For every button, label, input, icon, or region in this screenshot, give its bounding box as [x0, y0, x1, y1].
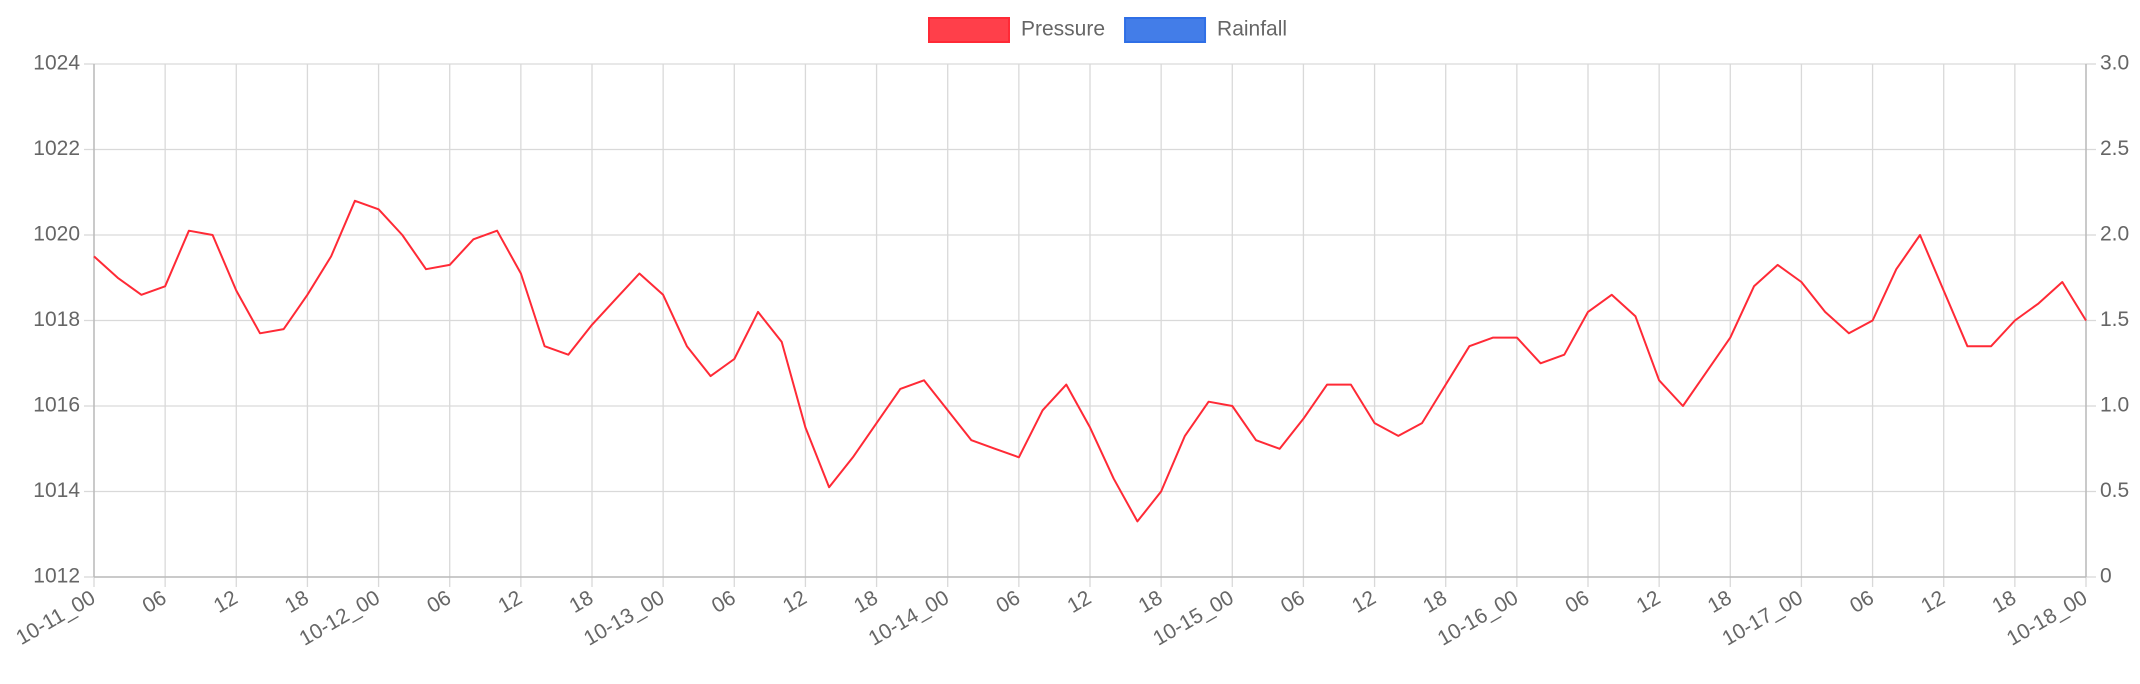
x-tick-label: 10-17_00: [1718, 586, 1806, 650]
x-tick-label: 18: [1988, 586, 2020, 618]
legend-label: Rainfall: [1217, 18, 1287, 41]
x-tick-label: 18: [566, 586, 598, 618]
y-tick-label: 1024: [33, 52, 80, 75]
x-tick-label: 06: [1277, 586, 1309, 618]
x-tick-label: 10-11_00: [12, 586, 99, 650]
x-tick-label: 12: [1633, 586, 1665, 618]
x-tick-label: 18: [1419, 586, 1451, 618]
x-tick-label: 12: [210, 586, 242, 618]
x-tick-label: 06: [992, 586, 1024, 618]
y-tick-label: 1012: [33, 565, 80, 588]
x-tick-label: 10-14_00: [865, 586, 953, 650]
x-tick-label: 06: [1562, 586, 1594, 618]
x-tick-label: 10-18_00: [2003, 586, 2091, 650]
x-tick-label: 06: [708, 586, 740, 618]
legend-item: Pressure: [928, 17, 1105, 43]
y2-tick-label: 2.5: [2100, 137, 2129, 160]
y-tick-label: 1018: [33, 308, 80, 331]
x-tick-label: 12: [1064, 586, 1096, 618]
y2-tick-label: 3.0: [2100, 52, 2129, 75]
y2-tick-label: 1.5: [2100, 308, 2129, 331]
x-tick-label: 06: [423, 586, 455, 618]
x-tick-label: 18: [850, 586, 882, 618]
y2-tick-label: 2.0: [2100, 223, 2129, 246]
x-tick-label: 10-12_00: [295, 586, 383, 650]
y-tick-label: 1014: [33, 479, 80, 502]
x-tick-label: 18: [1704, 586, 1736, 618]
x-tick-label: 10-16_00: [1434, 586, 1522, 650]
x-tick-label: 12: [1917, 586, 1949, 618]
y2-tick-label: 0: [2100, 565, 2112, 588]
x-tick-label: 12: [1348, 586, 1380, 618]
legend-swatch: [928, 17, 1010, 43]
y-tick-label: 1022: [33, 137, 80, 160]
series-line: [93, 199, 2087, 523]
y2-tick-label: 0.5: [2100, 479, 2129, 502]
legend-item: Rainfall: [1124, 17, 1287, 43]
x-tick-label: 06: [1846, 586, 1878, 618]
y2-tick-label: 1.0: [2100, 394, 2129, 417]
x-tick-label: 10-13_00: [580, 586, 668, 650]
x-tick-label: 06: [139, 586, 171, 618]
x-tick-label: 12: [779, 586, 811, 618]
x-tick-label: 18: [1135, 586, 1167, 618]
x-tick-label: 12: [494, 586, 526, 618]
legend-swatch: [1124, 17, 1207, 43]
y-tick-label: 1020: [33, 223, 80, 246]
x-tick-label: 18: [281, 586, 313, 618]
y-tick-label: 1016: [33, 394, 80, 417]
x-tick-label: 10-15_00: [1149, 586, 1237, 650]
legend-label: Pressure: [1021, 18, 1105, 41]
